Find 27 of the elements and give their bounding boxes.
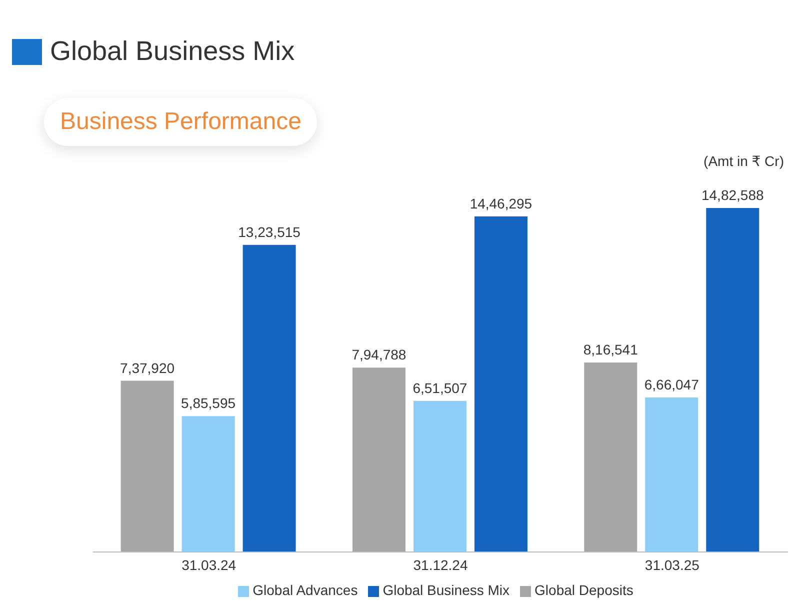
legend-label: Global Business Mix xyxy=(382,582,510,598)
bar xyxy=(182,416,235,552)
data-label: 14,82,588 xyxy=(701,187,764,203)
data-label: 8,16,541 xyxy=(583,342,638,358)
data-label: 6,66,047 xyxy=(644,376,700,392)
data-label: 7,37,920 xyxy=(120,360,175,376)
data-label: 13,23,515 xyxy=(238,224,301,240)
chart-title: Global Business Mix xyxy=(50,36,295,67)
text: (Amt in ₹ Cr) xyxy=(704,153,784,170)
bar xyxy=(474,216,528,552)
bar xyxy=(242,244,296,552)
data-label: 5,85,595 xyxy=(181,395,236,412)
bar xyxy=(352,368,406,552)
bar xyxy=(120,380,174,552)
bar xyxy=(645,397,698,552)
data-label: 7,94,788 xyxy=(352,346,406,363)
chart-subtitle: Business Performance xyxy=(44,98,318,146)
legend-label: Global Deposits xyxy=(534,582,634,598)
x-tick-label: 31.03.25 xyxy=(644,556,700,573)
x-tick-label: 31.03.24 xyxy=(182,556,236,573)
legend-label: Global Advances xyxy=(252,582,358,598)
data-label: 6,51,507 xyxy=(412,380,468,396)
bar xyxy=(584,362,638,552)
data-label: 14,46,295 xyxy=(470,195,532,212)
bar xyxy=(413,400,466,552)
x-tick-label: 31.12.24 xyxy=(413,556,468,573)
bar xyxy=(706,208,760,552)
